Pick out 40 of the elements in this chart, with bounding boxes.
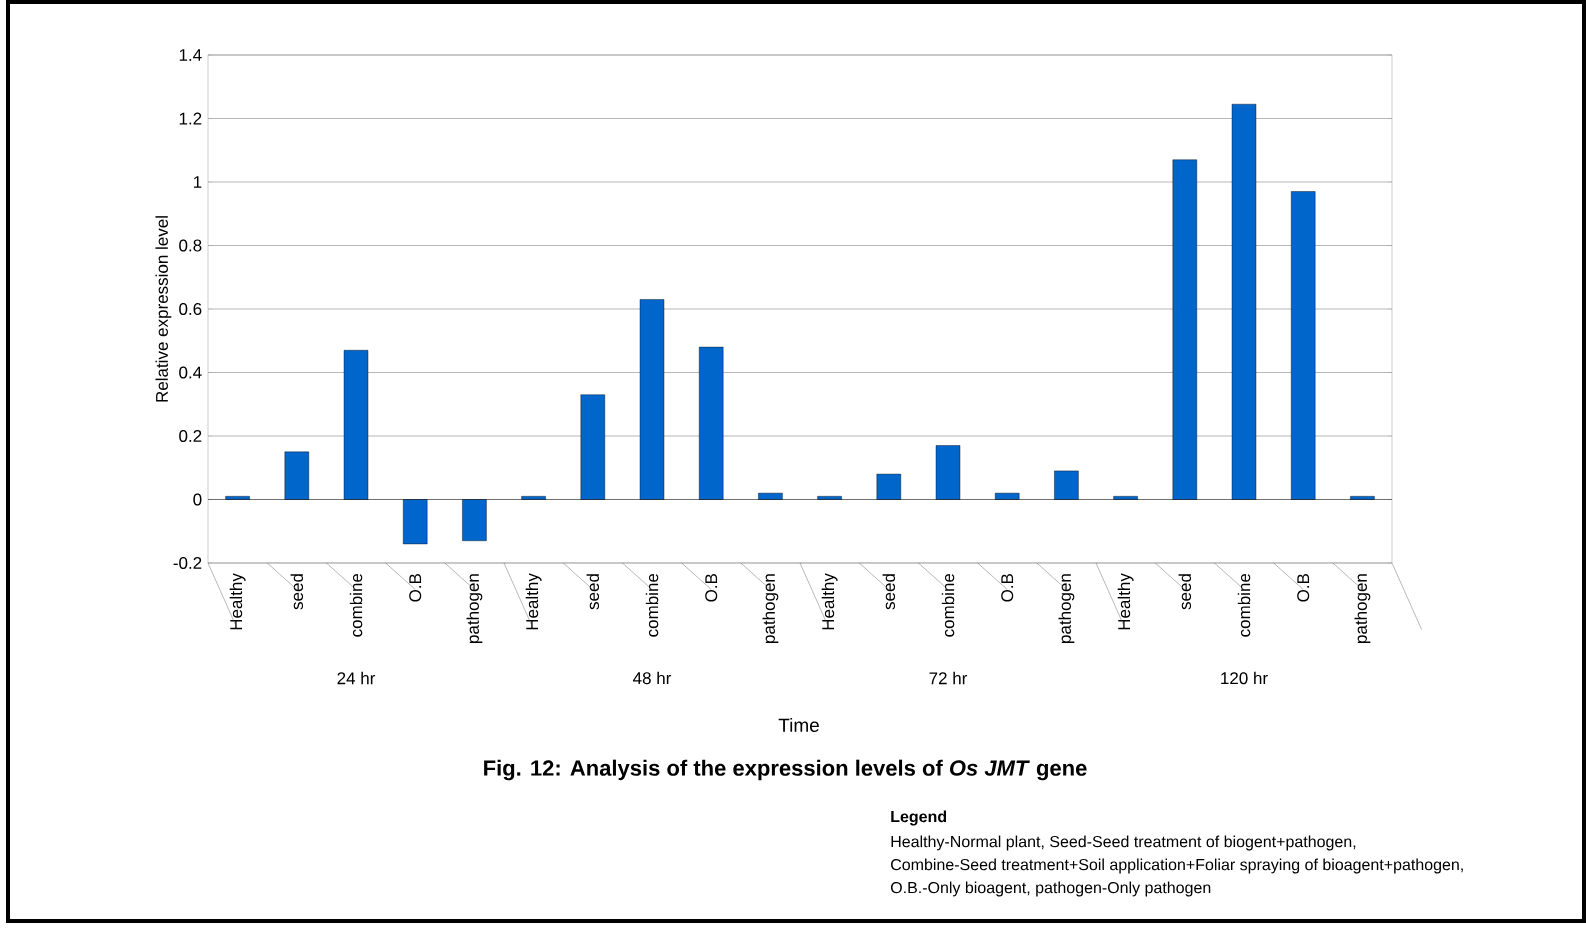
x-tick-label: pathogen <box>1058 574 1075 643</box>
x-tick-label: seed <box>290 574 304 610</box>
x-tick-label: Healthy <box>525 573 542 630</box>
x-tick-label: combine <box>349 573 363 637</box>
x-tick-label: Healthy <box>229 573 246 630</box>
x-tick-label: seed <box>882 574 896 610</box>
text: 72 hr <box>929 671 968 685</box>
x-tick-label: seed <box>586 574 600 610</box>
x-tick-label: O.B <box>1001 574 1014 602</box>
x-axis-title: Time <box>778 718 819 732</box>
y-tick-label: 1 <box>193 176 202 188</box>
y-axis-title: Relative expression level <box>155 216 172 402</box>
x-tick-label: pathogen <box>1354 574 1371 643</box>
x-tick-label: seed <box>1178 574 1192 610</box>
x-tick-label: O.B <box>1297 574 1310 602</box>
y-tick-label: 0 <box>193 493 202 506</box>
x-tick-label: Healthy <box>1117 573 1134 630</box>
x-tick-label: pathogen <box>466 574 483 643</box>
x-tick-label: combine <box>1237 573 1251 637</box>
y-tick-label: 0.8 <box>179 239 202 252</box>
x-tick-label: combine <box>941 573 955 637</box>
x-tick-label: combine <box>645 573 659 637</box>
y-tick-label: 0.2 <box>179 429 202 443</box>
y-tick-label: -0.2 <box>173 556 202 570</box>
x-tick-label: O.B <box>705 574 718 602</box>
text: Fig. 12: Analysis of the expression levels of Os JMT gene <box>484 759 1087 781</box>
text: 120 hr <box>1221 671 1268 685</box>
text: 48 hr <box>633 671 672 685</box>
text: Combine-Seed treatment+Soil application+Foliar spraying of bioagent+pathogen, <box>891 858 1463 874</box>
text: 24 hr <box>337 671 376 685</box>
x-tick-label: Healthy <box>821 573 838 630</box>
y-tick-label: 0.4 <box>179 366 202 379</box>
text: Healthy-Normal plant, Seed-Seed treatment of biogent+pathogen, <box>891 835 1356 851</box>
text: Legend <box>891 810 947 826</box>
text: O.B.-Only bioagent, pathogen-Only pathogen <box>890 881 1211 897</box>
y-tick-label: 1.4 <box>179 49 202 61</box>
y-tick-label: 0.6 <box>179 302 202 316</box>
y-tick-label: 1.2 <box>179 112 202 125</box>
x-tick-label: O.B <box>409 574 422 602</box>
x-tick-label: pathogen <box>762 574 779 643</box>
